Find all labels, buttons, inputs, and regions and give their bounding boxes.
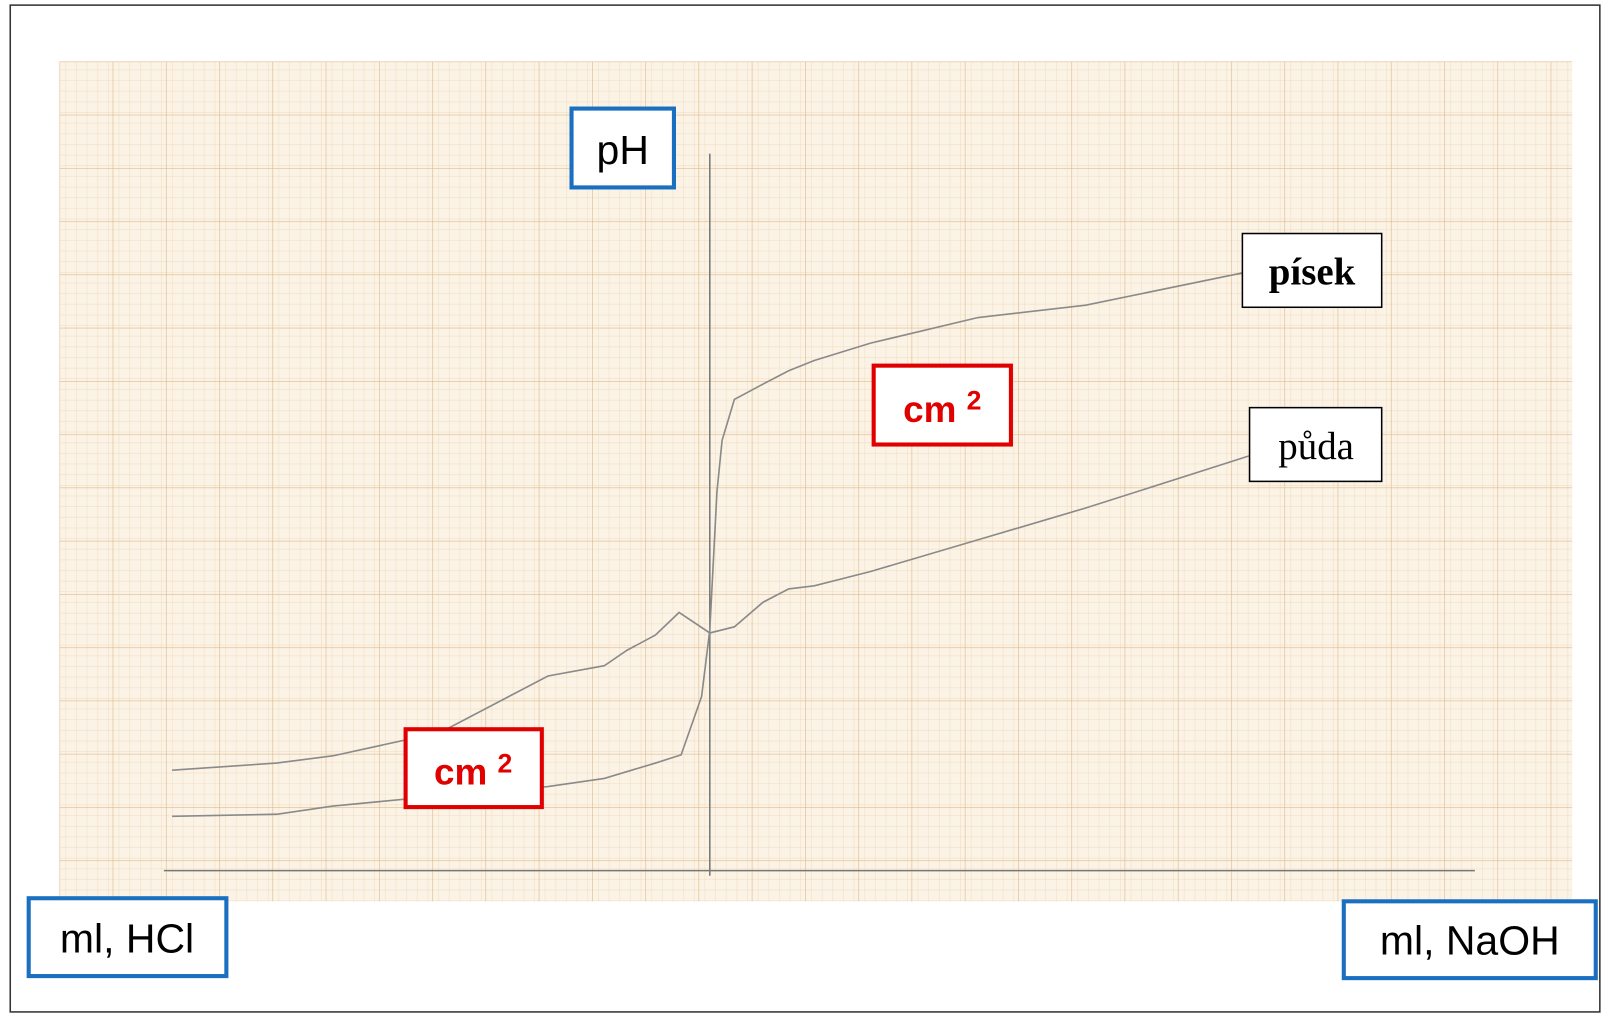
y-label: pH [597, 127, 649, 173]
x-left-label: ml, HCl [60, 916, 194, 962]
page: {"axis_labels": {"y": "pH", "x_left": "m… [0, 0, 1606, 1015]
area-unit: cm [903, 389, 956, 430]
lower-label: půda [1278, 425, 1354, 468]
area-exponent: 2 [498, 748, 513, 778]
area-unit: cm [434, 752, 487, 793]
x-right-label: ml, NaOH [1380, 918, 1560, 964]
upper-label: písek [1269, 251, 1356, 294]
area-exponent: 2 [967, 386, 982, 416]
figure: pH ml, HCl ml, NaOH písek půda cm 2 cm 2 [0, 0, 1606, 1015]
